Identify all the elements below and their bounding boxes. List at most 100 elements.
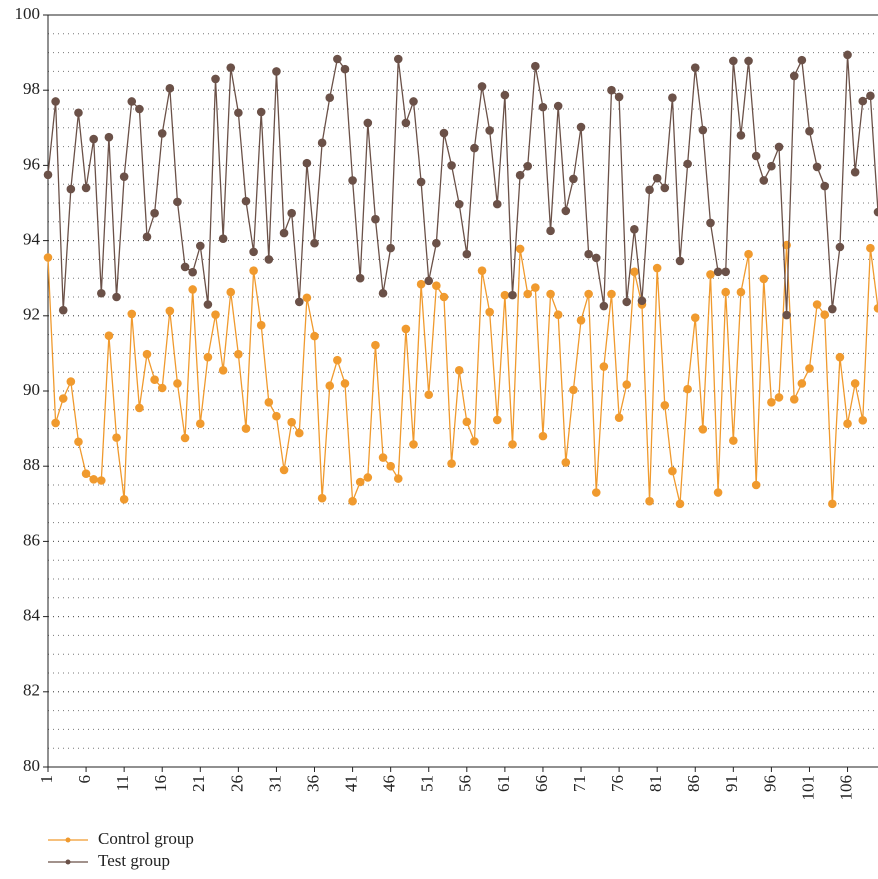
point	[409, 440, 418, 449]
point	[492, 199, 502, 209]
point	[873, 207, 878, 217]
point	[173, 379, 182, 388]
point	[637, 296, 647, 306]
point	[668, 93, 677, 103]
point	[43, 170, 53, 180]
y-tick-label: 82	[23, 681, 40, 700]
point	[820, 310, 829, 319]
point	[698, 125, 708, 135]
point	[645, 496, 654, 506]
point	[652, 263, 662, 273]
point	[165, 84, 175, 93]
x-tick-label: 86	[684, 775, 703, 792]
point	[553, 101, 563, 111]
point	[241, 424, 251, 433]
point	[226, 287, 236, 297]
y-tick-label: 90	[23, 380, 40, 399]
point	[744, 56, 753, 66]
point	[409, 97, 418, 106]
point	[744, 249, 753, 259]
point	[591, 488, 601, 497]
point	[150, 208, 159, 218]
point	[599, 362, 609, 371]
point	[462, 249, 472, 259]
point	[782, 310, 791, 320]
point	[142, 349, 152, 359]
point	[432, 281, 441, 291]
point	[622, 297, 632, 307]
point	[333, 54, 342, 64]
point	[751, 151, 761, 161]
point	[348, 176, 357, 185]
point	[843, 419, 852, 429]
point	[66, 377, 76, 386]
series-line	[47, 54, 878, 316]
point	[698, 425, 708, 434]
y-tick-label: 88	[23, 455, 40, 474]
point	[112, 292, 121, 302]
y-tick-label: 100	[15, 4, 41, 23]
point	[294, 428, 304, 438]
point	[835, 352, 845, 362]
point	[340, 64, 350, 74]
x-tick-label: 46	[380, 775, 399, 792]
point	[652, 173, 662, 183]
point	[249, 266, 258, 275]
x-tick-label: 101	[798, 775, 817, 801]
point	[462, 417, 472, 427]
point	[812, 300, 822, 309]
point	[767, 161, 776, 171]
point	[294, 297, 304, 307]
x-tick-label: 21	[189, 775, 208, 792]
point	[622, 380, 632, 389]
point	[241, 196, 251, 206]
point	[759, 274, 769, 284]
point	[706, 270, 715, 279]
point	[828, 499, 837, 509]
x-tick-label: 11	[113, 775, 132, 791]
point	[142, 232, 152, 242]
point	[607, 289, 616, 299]
point	[820, 181, 829, 191]
point	[767, 397, 776, 407]
point	[561, 206, 571, 216]
point	[538, 431, 548, 441]
point	[546, 289, 555, 299]
point	[576, 316, 586, 325]
point	[211, 310, 220, 319]
point	[256, 320, 266, 330]
x-tick-label: 16	[151, 775, 170, 792]
point	[774, 142, 784, 152]
point	[287, 208, 296, 218]
legend-dot	[65, 837, 71, 843]
series-line	[47, 245, 878, 504]
point	[797, 379, 807, 388]
point	[439, 292, 449, 302]
point	[51, 418, 60, 428]
point	[569, 174, 578, 184]
point	[599, 301, 609, 311]
point	[104, 132, 114, 142]
point	[333, 355, 342, 365]
point	[325, 381, 335, 391]
y-tick-label: 92	[23, 305, 40, 324]
point	[690, 313, 700, 322]
point	[660, 400, 670, 410]
point	[310, 238, 319, 248]
point	[614, 92, 624, 102]
point	[713, 488, 723, 497]
point	[866, 91, 875, 101]
point	[74, 108, 83, 118]
point	[226, 63, 236, 72]
x-tick-label: 81	[646, 775, 665, 792]
point	[416, 279, 426, 289]
point	[683, 384, 692, 394]
point	[515, 170, 525, 180]
point	[630, 267, 639, 277]
point	[135, 403, 144, 413]
point	[363, 118, 373, 128]
point	[660, 183, 670, 193]
x-tick-label: 91	[722, 775, 741, 792]
point	[721, 287, 731, 297]
point	[614, 413, 624, 422]
